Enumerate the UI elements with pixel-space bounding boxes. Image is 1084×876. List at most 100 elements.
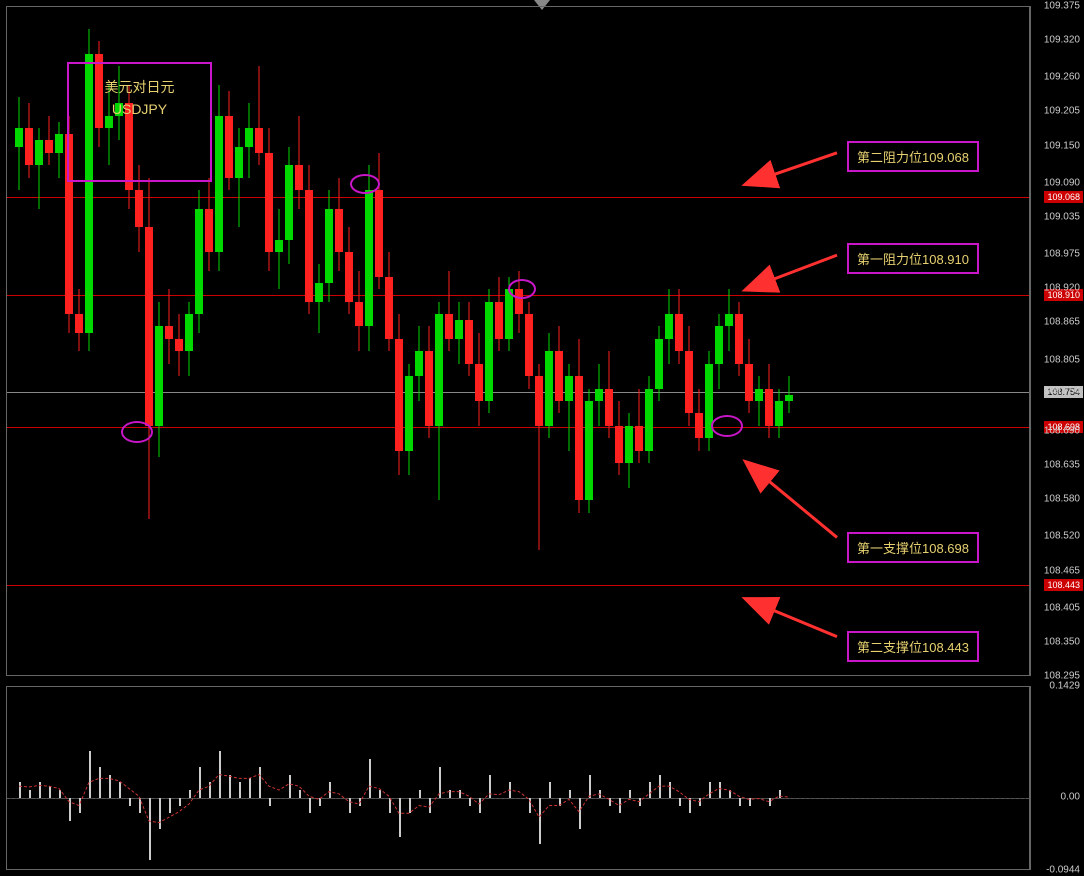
candlestick <box>455 7 463 677</box>
candlestick <box>375 7 383 677</box>
candlestick <box>685 7 693 677</box>
y-tick-label: 109.090 <box>1044 177 1080 188</box>
price-chart-panel[interactable]: 109.068108.910108.698108.443108.754美元对日元… <box>6 6 1030 676</box>
candlestick <box>735 7 743 677</box>
candlestick <box>755 7 763 677</box>
candlestick <box>255 7 263 677</box>
y-tick-label: 109.205 <box>1044 106 1080 117</box>
y-tick-label: 108.865 <box>1044 317 1080 328</box>
y-tick-label: 109.035 <box>1044 211 1080 222</box>
candlestick <box>445 7 453 677</box>
y-tick-label: 108.405 <box>1044 602 1080 613</box>
indicator-y-tick: -0.0944 <box>1046 865 1080 876</box>
candlestick <box>285 7 293 677</box>
candlestick <box>465 7 473 677</box>
candlestick <box>405 7 413 677</box>
candlestick <box>275 7 283 677</box>
indicator-y-axis: 0.14290.00-0.0944 <box>1030 686 1084 870</box>
candlestick <box>585 7 593 677</box>
candlestick <box>55 7 63 677</box>
signal-line-layer <box>7 687 1031 871</box>
y-tick-label: 108.690 <box>1044 425 1080 436</box>
candlestick <box>305 7 313 677</box>
level-annotation: 第一支撑位108.698 <box>847 532 979 563</box>
candlestick <box>395 7 403 677</box>
candlestick <box>605 7 613 677</box>
y-tick-label: 109.150 <box>1044 140 1080 151</box>
trading-chart-container: 109.068108.910108.698108.443108.754美元对日元… <box>0 0 1084 876</box>
candlestick <box>435 7 443 677</box>
candlestick <box>725 7 733 677</box>
y-tick-label: 108.350 <box>1044 636 1080 647</box>
y-tick-label: 108.805 <box>1044 354 1080 365</box>
candlestick <box>45 7 53 677</box>
candlestick <box>475 7 483 677</box>
y-tick-label: 109.320 <box>1044 35 1080 46</box>
candlestick <box>765 7 773 677</box>
candlestick <box>315 7 323 677</box>
indicator-y-tick: 0.00 <box>1061 791 1080 802</box>
highlight-ellipse <box>711 415 743 437</box>
candlestick <box>325 7 333 677</box>
price-y-axis: 109.375109.320109.260109.205109.150109.0… <box>1030 6 1084 676</box>
y-tick-label: 108.754 <box>1044 386 1080 397</box>
candlestick <box>355 7 363 677</box>
chart-title-cn: 美元对日元 <box>87 76 192 98</box>
candlestick <box>385 7 393 677</box>
candlestick <box>655 7 663 677</box>
candlestick <box>595 7 603 677</box>
candlestick <box>675 7 683 677</box>
candlestick <box>25 7 33 677</box>
candlestick <box>415 7 423 677</box>
y-tick-label: 109.375 <box>1044 1 1080 12</box>
candlestick <box>495 7 503 677</box>
candlestick <box>705 7 713 677</box>
candlestick <box>775 7 783 677</box>
chart-title-symbol: USDJPY <box>87 98 192 120</box>
candlestick <box>695 7 703 677</box>
candlestick <box>345 7 353 677</box>
y-tick-label: 108.635 <box>1044 460 1080 471</box>
candlestick <box>535 7 543 677</box>
candlestick <box>335 7 343 677</box>
candlestick <box>625 7 633 677</box>
indicator-y-tick: 0.1429 <box>1049 681 1080 692</box>
indicator-panel[interactable] <box>6 686 1030 870</box>
candlestick <box>645 7 653 677</box>
candlestick <box>425 7 433 677</box>
y-tick-label: 108.520 <box>1044 531 1080 542</box>
candlestick <box>635 7 643 677</box>
y-tick-label: 108.975 <box>1044 249 1080 260</box>
y-tick-label: 108.465 <box>1044 565 1080 576</box>
title-annotation-box: 美元对日元USDJPY <box>67 62 212 182</box>
candlestick <box>575 7 583 677</box>
candlestick <box>545 7 553 677</box>
candlestick <box>265 7 273 677</box>
highlight-ellipse <box>121 421 153 443</box>
level-annotation: 第二阻力位109.068 <box>847 141 979 172</box>
candlestick <box>745 7 753 677</box>
candlestick <box>235 7 243 677</box>
candlestick <box>35 7 43 677</box>
candlestick <box>715 7 723 677</box>
candlestick <box>565 7 573 677</box>
candlestick <box>485 7 493 677</box>
candlestick <box>505 7 513 677</box>
candlestick <box>785 7 793 677</box>
highlight-ellipse <box>350 174 380 194</box>
y-tick-label: 108.920 <box>1044 283 1080 294</box>
candlestick <box>15 7 23 677</box>
candlestick <box>245 7 253 677</box>
candlestick <box>225 7 233 677</box>
candlestick <box>525 7 533 677</box>
candlestick <box>215 7 223 677</box>
candlestick <box>365 7 373 677</box>
y-tick-label: 109.260 <box>1044 72 1080 83</box>
candlestick <box>515 7 523 677</box>
level-annotation: 第二支撑位108.443 <box>847 631 979 662</box>
level-annotation: 第一阻力位108.910 <box>847 243 979 274</box>
candlestick <box>555 7 563 677</box>
candlestick <box>615 7 623 677</box>
y-tick-label: 108.580 <box>1044 494 1080 505</box>
candlestick <box>295 7 303 677</box>
